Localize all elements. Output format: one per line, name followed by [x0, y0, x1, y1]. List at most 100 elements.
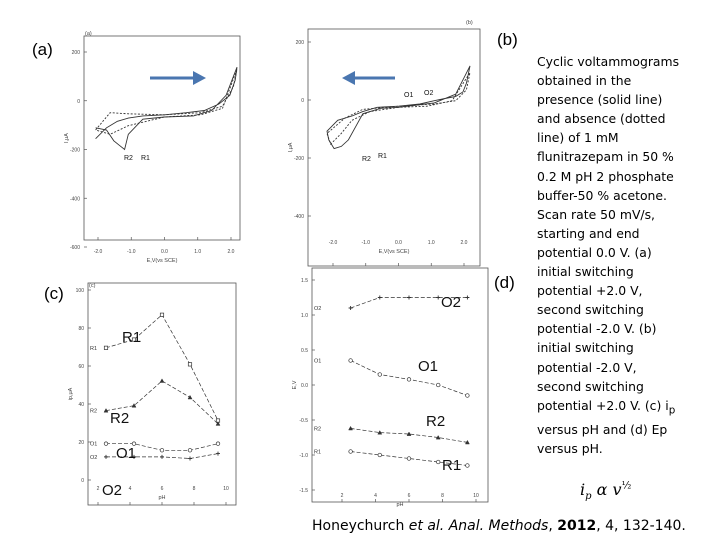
series-tag: R2	[314, 426, 321, 432]
y-tick-label: -400	[294, 214, 304, 220]
x-tick-label: 2	[341, 493, 344, 499]
y-tick-label: 1.5	[301, 278, 308, 284]
data-point	[131, 441, 137, 446]
cv-curve-dotted	[326, 72, 471, 146]
data-point	[465, 295, 470, 300]
y-tick-label: -1.5	[299, 488, 308, 494]
x-axis-label: pH	[396, 502, 403, 508]
x-tick-label: 8	[441, 493, 444, 499]
data-point	[103, 345, 109, 350]
data-point	[187, 362, 193, 367]
y-tick-label: 0	[301, 98, 304, 104]
caption-line: and absence (dotted	[537, 111, 666, 127]
peak-annotation: R1	[442, 457, 461, 474]
y-tick-label: 200	[296, 40, 305, 46]
relation-i: i	[580, 480, 586, 499]
chart-a: 200 0 -200 -400 -600 -2.0 -1.0 0.0 1.0 2.0 E,V(vs …	[64, 31, 241, 264]
y-tick-label: -200	[70, 148, 80, 154]
panel-sub-label: (b)	[466, 20, 473, 26]
x-tick-label: 0.0	[395, 240, 402, 246]
data-point	[377, 430, 383, 435]
caption-line: potential 0.0 V. (a)	[537, 244, 652, 260]
series-tag: O1	[90, 442, 97, 448]
data-point	[131, 337, 137, 342]
peak-annotation: O1	[404, 92, 413, 99]
x-tick-label: 10	[473, 493, 479, 499]
series-tag: O2	[90, 455, 97, 461]
caption-line: potential -2.0 V,	[537, 359, 637, 375]
data-point	[187, 448, 193, 453]
annotation-layer: R2 R1 O1 O2 R2 R1 R1 R2 O1 O2 O2 O1 R2 R1	[102, 71, 461, 499]
chart-d: 1.5 1.0 0.5 0.0 -0.5 -1.0 -1.5 2 4 6 8 10 pH E,V O2 O1 R…	[292, 267, 489, 508]
y-tick-label: -200	[294, 156, 304, 162]
caption-line: starting and end	[537, 225, 640, 241]
series-tag: O2	[314, 306, 321, 312]
caption-line: Scan rate 50 mV/s,	[537, 206, 655, 222]
y-tick-label: 0	[77, 99, 80, 105]
panel-d-label: (d)	[494, 273, 515, 292]
data-point	[406, 431, 412, 436]
data-point	[407, 295, 411, 300]
caption-line: initial switching	[537, 264, 634, 280]
data-point	[464, 439, 470, 445]
caption-line: potential +2.0 V,	[537, 283, 643, 299]
x-tick-label: 2.0	[228, 249, 235, 255]
caption-line: versus pH.	[537, 441, 603, 457]
peak-annotation: R1	[122, 329, 141, 346]
plot-frame	[311, 267, 489, 503]
data-point	[465, 393, 470, 398]
y-tick-label: -1.0	[299, 453, 308, 459]
data-point	[348, 449, 353, 454]
data-point	[187, 394, 193, 400]
caption-subscript: p	[668, 404, 676, 417]
plot-frame	[307, 28, 481, 267]
peak-annotation: O2	[441, 294, 461, 311]
peak-annotation: R2	[426, 413, 445, 430]
citation-journal: et al. Anal. Methods	[408, 518, 549, 534]
y-tick-label: 20	[78, 440, 84, 446]
relation-sub: p	[585, 491, 592, 503]
y-tick-label: -400	[70, 196, 80, 202]
citation-rest: , 4, 132-140.	[596, 518, 686, 534]
data-point	[436, 459, 441, 465]
caption-line: 0.2 M pH 2 phosphate	[537, 168, 674, 184]
series-tag: R1	[90, 346, 97, 352]
y-tick-label: 40	[78, 402, 84, 408]
data-point	[132, 454, 136, 459]
series-tag: O1	[314, 359, 321, 365]
chart-b: 200 0 -200 -400 -2.0 -1.0 0.0 1.0 2.0 E,V(vs SCE)…	[288, 20, 481, 267]
x-tick-label: 2	[97, 486, 100, 492]
peak-annotation: R2	[362, 156, 371, 163]
data-point	[377, 295, 382, 300]
citation: Honeychurch et al. Anal. Methods, 2012, …	[312, 518, 686, 534]
chart-c: 100 80 60 40 20 0 2 4 6 8 10 pH ip,μA (c) R1 R2 O1 O2	[68, 282, 237, 506]
series-tag: R1	[314, 450, 321, 456]
y-tick-label: 0	[81, 478, 84, 484]
caption-line: initial switching	[537, 340, 634, 356]
data-point	[348, 306, 353, 310]
citation-year: 2012	[557, 518, 597, 534]
caption-line: versus pH and (d) Ep	[537, 422, 668, 438]
x-tick-label: 6	[408, 493, 411, 499]
x-tick-label: -2.0	[94, 249, 103, 255]
x-axis-label: E,V(vs SCE)	[147, 258, 178, 264]
caption-line: Cyclic voltammograms	[537, 54, 680, 69]
caption-line: potential -2.0 V. (b)	[537, 321, 657, 337]
data-point	[406, 456, 412, 461]
data-point	[436, 382, 441, 388]
caption-line: buffer-50 % acetone.	[537, 187, 667, 203]
data-point	[348, 425, 354, 431]
caption-line: line) of 1 mM	[537, 130, 619, 146]
panel-sub-label: (a)	[85, 31, 92, 37]
caption-line: second switching	[537, 302, 644, 318]
y-axis-label: E,V	[292, 380, 298, 389]
data-point	[377, 452, 382, 458]
x-tick-label: 10	[223, 486, 229, 492]
x-axis-label: E,V(vs SCE)	[379, 249, 410, 255]
data-point	[377, 372, 382, 377]
caption-line: potential +2.0 V. (c) ip	[537, 396, 709, 421]
x-tick-label: 0.0	[161, 249, 168, 255]
y-tick-label: -0.5	[299, 418, 308, 424]
panel-sub-label: (c)	[89, 283, 96, 289]
